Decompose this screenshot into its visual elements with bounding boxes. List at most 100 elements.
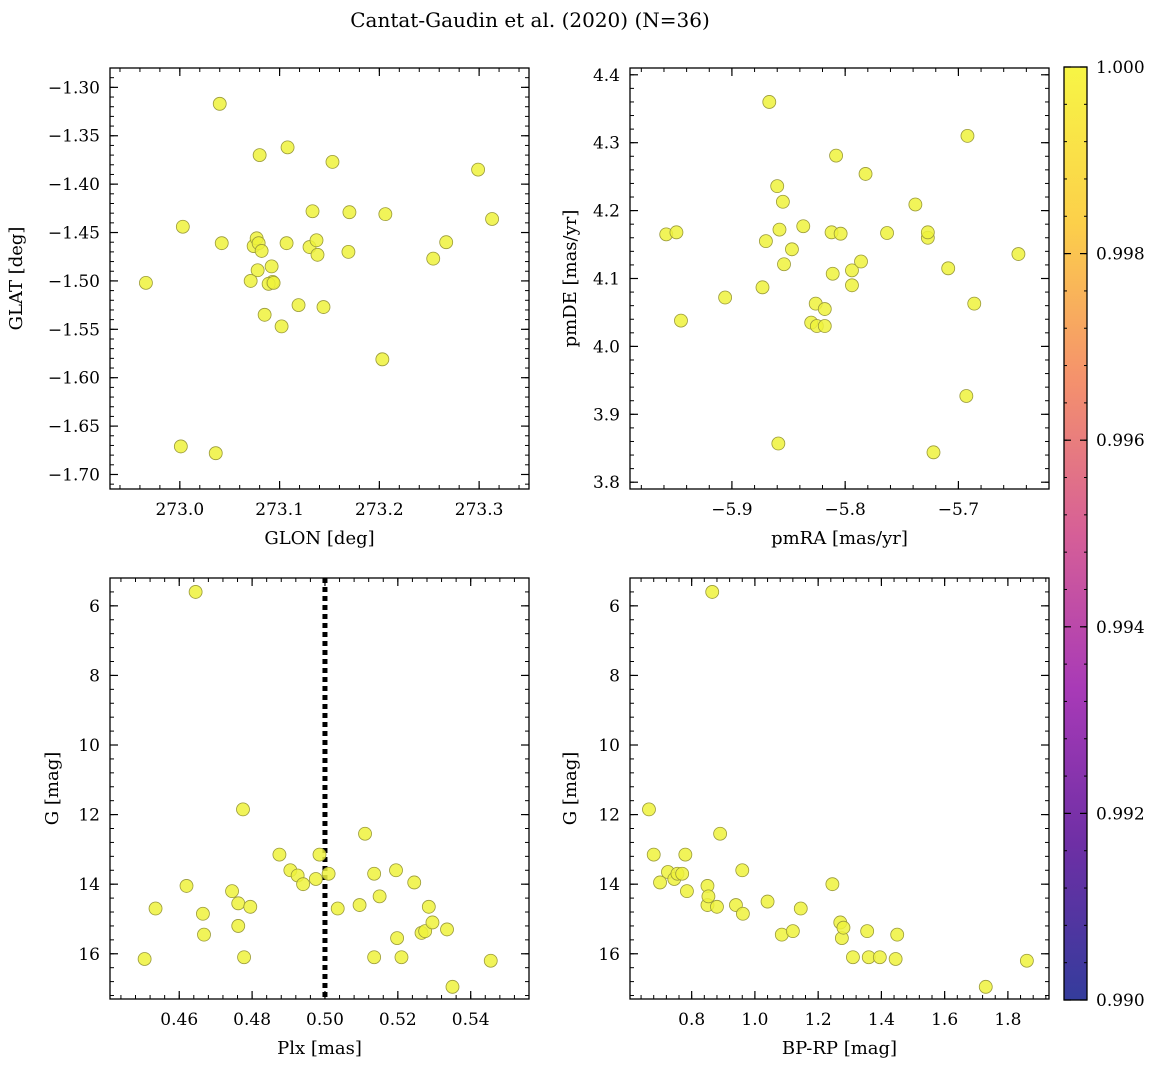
y-tick-label: 6 xyxy=(609,597,620,617)
data-point xyxy=(389,863,403,878)
data-point xyxy=(367,950,382,965)
colorbar-tick-label: 0.996 xyxy=(1096,431,1145,451)
data-point xyxy=(188,585,203,599)
x-tick-label: 273.1 xyxy=(255,500,304,520)
y-tick-label: 4.1 xyxy=(593,270,620,290)
data-point xyxy=(713,826,728,841)
data-point xyxy=(854,254,868,269)
data-point xyxy=(445,979,460,994)
data-point xyxy=(674,313,688,328)
y-tick-label: −1.40 xyxy=(48,175,100,195)
data-point xyxy=(378,207,393,222)
data-point xyxy=(701,889,716,904)
data-point xyxy=(926,445,941,460)
colorbar: 0.990 0.992 0.994 0.996 0.998 1.000 xyxy=(1063,58,1145,1011)
y-tick-label: 4.3 xyxy=(593,134,620,154)
data-point xyxy=(341,244,356,259)
data-point xyxy=(978,979,993,994)
data-point xyxy=(880,226,894,240)
axes-frame xyxy=(629,577,1050,1000)
x-tick-label: 1.8 xyxy=(994,1010,1021,1030)
data-point xyxy=(762,95,777,109)
data-point xyxy=(250,263,265,278)
colorbar-tick-label: 0.992 xyxy=(1096,804,1145,824)
data-point xyxy=(312,847,327,862)
y-tick-label: 14 xyxy=(598,875,620,895)
data-point xyxy=(653,875,667,890)
colorbar-gradient xyxy=(1063,66,1088,1001)
y-axis-label: G [mag] xyxy=(560,752,581,825)
data-point xyxy=(669,225,684,240)
data-point xyxy=(858,167,873,181)
data-point xyxy=(796,219,811,234)
colorbar-tick-label: 1.000 xyxy=(1096,58,1145,78)
data-point xyxy=(960,129,975,143)
x-tick-label: −5.8 xyxy=(825,500,866,520)
x-tick-label: 0.46 xyxy=(160,1010,198,1030)
data-point xyxy=(243,274,258,288)
axes-frame xyxy=(629,67,1050,490)
data-point xyxy=(771,436,786,451)
data-point xyxy=(775,194,790,209)
data-point xyxy=(440,922,454,937)
data-point xyxy=(309,233,324,248)
data-point xyxy=(785,924,800,939)
data-point xyxy=(825,266,840,281)
x-tick-label: 0.52 xyxy=(379,1010,417,1030)
data-point xyxy=(421,899,436,914)
data-point xyxy=(846,950,860,965)
data-point xyxy=(829,148,844,163)
data-point xyxy=(471,162,486,177)
axes-frame xyxy=(109,67,530,490)
y-tick-label: −1.50 xyxy=(48,272,100,292)
data-point xyxy=(291,298,306,313)
y-tick-label: 8 xyxy=(609,666,620,686)
x-tick-label: 0.48 xyxy=(233,1010,271,1030)
data-point xyxy=(1011,247,1026,261)
y-axis-label: pmDE [mas/yr] xyxy=(560,210,581,348)
x-tick-label: 1.2 xyxy=(805,1010,832,1030)
data-point xyxy=(967,296,982,311)
data-point xyxy=(760,894,775,909)
data-point xyxy=(274,319,289,334)
data-point xyxy=(793,901,808,916)
data-point xyxy=(280,140,295,155)
x-tick-label: −5.9 xyxy=(711,500,752,520)
y-tick-label: 6 xyxy=(89,597,100,617)
x-axis-label: BP-RP [mag] xyxy=(782,1038,897,1059)
y-tick-label: 8 xyxy=(89,666,100,686)
data-point xyxy=(367,866,382,881)
data-point xyxy=(758,234,773,249)
y-tick-label: −1.55 xyxy=(48,320,100,340)
data-point xyxy=(825,877,840,892)
plot-plx-g: 0.46 0.48 0.50 0.52 0.54 6 8 10 12 14 16 Plx [mas] G… xyxy=(42,577,530,1059)
y-tick-label: −1.65 xyxy=(48,417,100,437)
data-point xyxy=(148,901,163,916)
y-axis-label: G [mag] xyxy=(42,752,63,825)
x-tick-label: 1.4 xyxy=(868,1010,895,1030)
data-point xyxy=(407,875,422,890)
colorbar-tick-label: 0.994 xyxy=(1096,618,1145,638)
data-point xyxy=(308,872,323,886)
data-point xyxy=(908,197,923,212)
data-point xyxy=(675,866,690,881)
data-point xyxy=(394,950,409,965)
x-tick-label: −5.7 xyxy=(938,500,979,520)
data-point xyxy=(425,915,440,930)
data-point xyxy=(836,920,851,935)
axes-frame xyxy=(109,577,530,1000)
y-tick-label: 16 xyxy=(598,945,620,965)
x-axis-label: Plx [mas] xyxy=(277,1038,362,1059)
data-point xyxy=(272,847,287,862)
data-point xyxy=(358,826,372,841)
y-tick-label: 16 xyxy=(78,945,100,965)
data-point xyxy=(485,212,499,226)
data-point xyxy=(321,866,336,881)
y-tick-label: 12 xyxy=(598,806,620,826)
data-point xyxy=(196,906,210,921)
data-point xyxy=(890,927,905,942)
data-point xyxy=(1019,953,1034,968)
figure-title: Cantat-Gaudin et al. (2020) (N=36) xyxy=(350,8,710,32)
plot-pmra-pmde: −5.9 −5.8 −5.7 3.8 3.9 4.0 4.1 4.2 4.3 4.4 pmRA [m… xyxy=(560,66,1050,549)
colorbar-tick-label: 0.990 xyxy=(1096,991,1145,1011)
